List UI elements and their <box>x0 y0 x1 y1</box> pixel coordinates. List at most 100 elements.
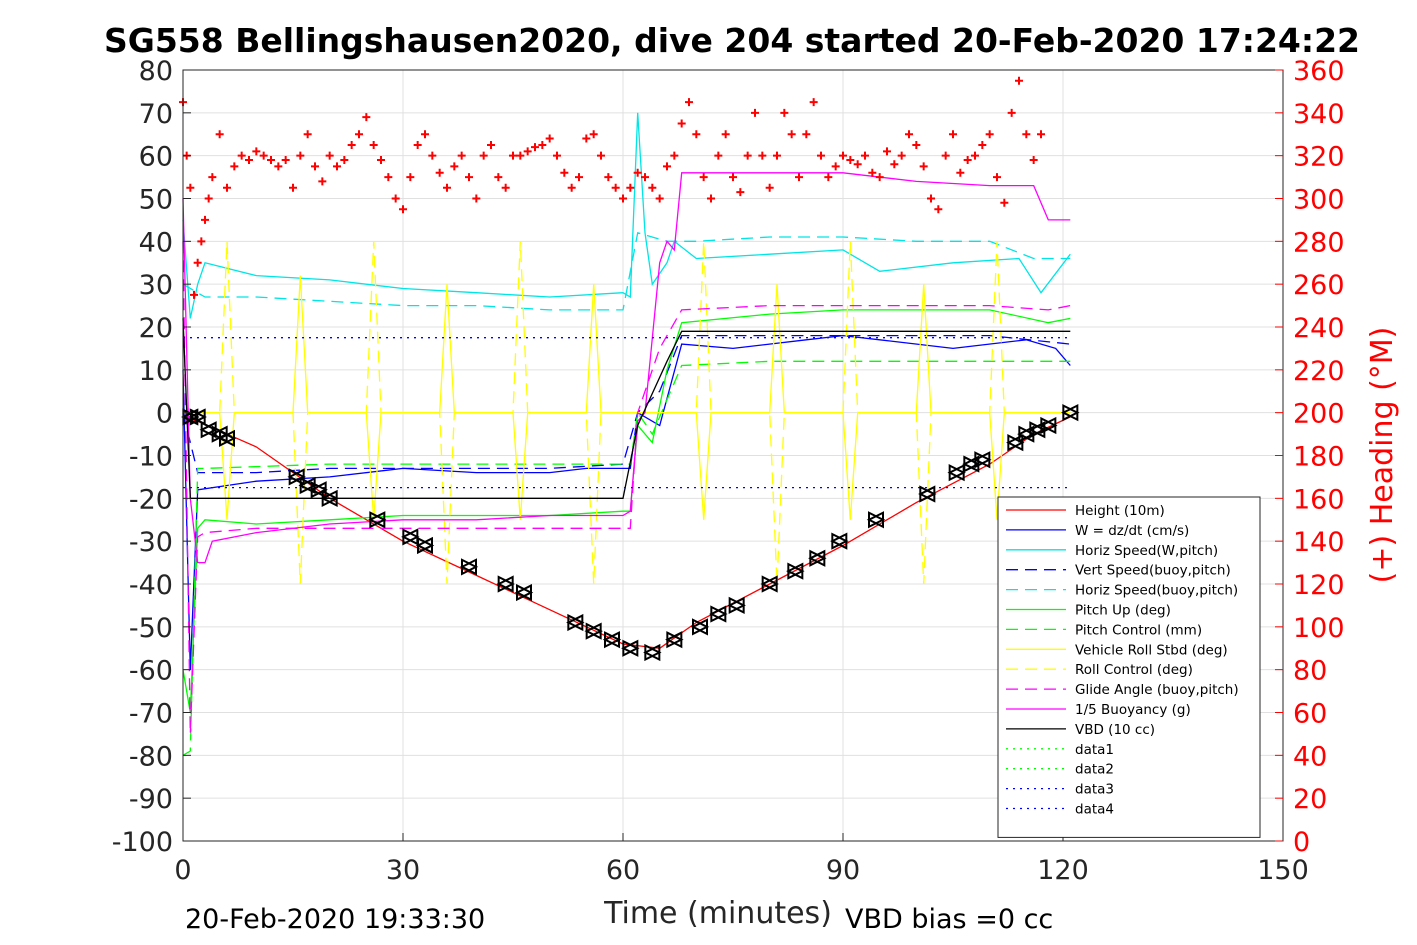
heading-point <box>204 194 213 203</box>
heading-point <box>523 147 532 156</box>
dive-marker-left <box>459 558 477 576</box>
dive-marker-left <box>199 421 217 439</box>
footer-timestamp: 20-Feb-2020 19:33:30 <box>185 904 485 935</box>
left-tick-label: -100 <box>112 827 173 858</box>
heading-point <box>677 119 686 128</box>
heading-point <box>721 130 730 139</box>
series-line-9 <box>182 241 1071 734</box>
left-tick-label: 80 <box>139 56 173 87</box>
heading-point <box>780 108 789 117</box>
series-line-3 <box>182 334 1071 474</box>
heading-point <box>325 151 334 160</box>
heading-point <box>861 151 869 160</box>
legend-entry: 1/5 Buoyancy (g) <box>1075 702 1191 718</box>
heading-point <box>296 151 305 160</box>
right-tick-label: 120 <box>1293 570 1345 601</box>
heading-point <box>765 183 774 192</box>
x-tick-label: 120 <box>1037 855 1089 886</box>
legend-entry: Roll Control (deg) <box>1075 662 1193 678</box>
heading-point <box>281 155 290 164</box>
legend-entry: data2 <box>1075 762 1114 778</box>
legend-entry: Glide Angle (buoy,pitch) <box>1075 682 1239 698</box>
heading-point <box>406 173 415 182</box>
heading-point <box>670 151 679 160</box>
heading-point <box>809 98 818 107</box>
heading-point <box>479 151 488 160</box>
dive-marker-left <box>760 575 778 593</box>
right-tick-label: 20 <box>1293 784 1327 815</box>
legend: Height (10m) W = dz/dt (cm/s) Horiz Speed(… <box>997 496 1261 838</box>
left-tick-label: 30 <box>139 270 173 301</box>
left-tick-label: -50 <box>129 613 173 644</box>
dive-marker-left <box>727 596 745 615</box>
dive-marker-left <box>808 549 826 567</box>
x-tick-label: 30 <box>386 855 420 886</box>
dive-marker-left <box>496 575 514 593</box>
dive-marker-left <box>287 468 305 486</box>
right-tick-label: 220 <box>1293 356 1345 387</box>
heading-point <box>223 183 231 192</box>
heading-point <box>391 194 400 203</box>
heading-point <box>259 151 268 160</box>
heading-point <box>692 130 701 139</box>
heading-point <box>905 130 913 139</box>
dive-marker-left <box>1028 421 1046 439</box>
heading-point <box>655 194 664 203</box>
heading-point <box>494 173 503 182</box>
heading-point <box>369 140 378 149</box>
heading-point <box>553 151 561 160</box>
dive-marker-left <box>665 631 683 649</box>
heading-point <box>648 183 657 192</box>
heading-point <box>421 130 429 139</box>
left-tick-label: 60 <box>139 142 173 173</box>
heading-point <box>201 215 209 224</box>
left-tick-label: -20 <box>129 484 173 515</box>
heading-point <box>897 151 906 160</box>
heading-point <box>377 155 385 164</box>
heading-point <box>237 151 246 160</box>
right-tick-label: 160 <box>1293 484 1345 515</box>
heading-point <box>773 151 781 160</box>
left-tick-label: -60 <box>129 656 173 687</box>
heading-point <box>1007 108 1016 117</box>
dive-marker-left <box>918 485 936 503</box>
heading-point <box>567 183 576 192</box>
heading-point <box>729 173 737 182</box>
heading-point <box>934 205 943 214</box>
right-tick-label: 200 <box>1293 399 1345 430</box>
dive-marker-left <box>188 408 206 426</box>
legend-entry: Pitch Control (mm) <box>1075 622 1202 638</box>
heading-point <box>985 130 994 139</box>
heading-point <box>956 168 965 177</box>
left-tick-label: 40 <box>139 227 173 258</box>
legend-entry: Height (10m) <box>1075 503 1165 519</box>
heading-point <box>707 194 715 203</box>
heading-point <box>949 130 957 139</box>
heading-point <box>758 151 767 160</box>
dive-marker-left <box>368 511 386 529</box>
heading-point <box>538 140 547 149</box>
heading-point <box>971 151 979 160</box>
x-tick-label: 90 <box>826 855 860 886</box>
heading-point <box>582 134 591 143</box>
right-tick-label: 280 <box>1293 227 1345 258</box>
heading-point <box>197 237 206 246</box>
heading-point <box>457 151 466 160</box>
heading-point <box>993 173 1001 182</box>
heading-point <box>340 155 349 164</box>
heading-point <box>831 162 840 171</box>
heading-point <box>193 258 202 267</box>
heading-point <box>611 183 620 192</box>
heading-point <box>355 130 363 139</box>
heading-point <box>186 183 195 192</box>
x-axis-ticks: 0 30 60 90 120 150 <box>174 833 1309 886</box>
heading-point <box>597 151 605 160</box>
heading-point <box>978 140 987 149</box>
dive-markers <box>181 404 1080 662</box>
heading-point <box>487 140 495 149</box>
x-axis-label: Time (minutes) <box>603 896 832 931</box>
left-tick-label: 70 <box>139 99 173 130</box>
right-tick-label: 60 <box>1293 699 1327 730</box>
heading-point <box>267 155 275 164</box>
heading-point <box>435 168 444 177</box>
